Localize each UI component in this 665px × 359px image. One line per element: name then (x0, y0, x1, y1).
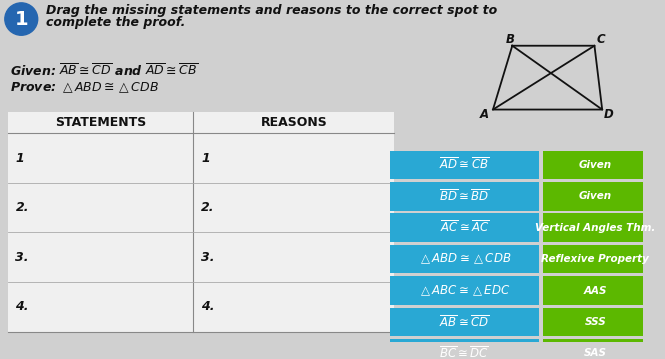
FancyBboxPatch shape (390, 150, 539, 179)
Text: 3.: 3. (201, 251, 215, 264)
FancyBboxPatch shape (543, 150, 648, 179)
Text: Reflexive Property: Reflexive Property (541, 254, 649, 264)
Text: 3.: 3. (15, 251, 29, 264)
FancyBboxPatch shape (390, 339, 539, 359)
Text: $\overline{BC} \cong \overline{DC}$: $\overline{BC} \cong \overline{DC}$ (440, 346, 489, 359)
Text: 1: 1 (15, 151, 24, 165)
FancyBboxPatch shape (390, 276, 539, 305)
Text: $\overline{AD} \cong \overline{CB}$: $\overline{AD} \cong \overline{CB}$ (440, 157, 489, 173)
Text: 1: 1 (15, 10, 28, 29)
FancyBboxPatch shape (543, 276, 648, 305)
Text: $\triangle ABD \cong \triangle CDB$: $\triangle ABD \cong \triangle CDB$ (418, 252, 511, 266)
Text: A: A (479, 108, 489, 121)
FancyBboxPatch shape (390, 182, 539, 210)
Text: STATEMENTS: STATEMENTS (55, 116, 146, 129)
Text: $\overline{BD} \cong \overline{BD}$: $\overline{BD} \cong \overline{BD}$ (439, 188, 489, 204)
Text: AAS: AAS (584, 285, 607, 295)
FancyBboxPatch shape (390, 213, 539, 242)
Text: 1: 1 (201, 151, 209, 165)
Text: C: C (597, 33, 606, 46)
Text: Vertical Angles Thm.: Vertical Angles Thm. (535, 223, 656, 233)
Text: 2.: 2. (15, 201, 29, 214)
Text: Given: Given (579, 160, 612, 170)
FancyBboxPatch shape (543, 213, 648, 242)
Text: SSS: SSS (585, 317, 606, 327)
Circle shape (5, 3, 38, 35)
Text: D: D (604, 108, 614, 121)
FancyBboxPatch shape (543, 245, 648, 274)
Text: REASONS: REASONS (261, 116, 327, 129)
Text: Drag the missing statements and reasons to the correct spot to: Drag the missing statements and reasons … (47, 4, 497, 17)
Text: 4.: 4. (15, 300, 29, 313)
FancyBboxPatch shape (543, 182, 648, 210)
Text: B: B (506, 33, 515, 46)
FancyBboxPatch shape (543, 339, 648, 359)
Text: $\overline{AC} \cong \overline{AC}$: $\overline{AC} \cong \overline{AC}$ (440, 220, 489, 236)
Text: complete the proof.: complete the proof. (47, 17, 186, 29)
Text: Prove: $\triangle ABD \cong \triangle CDB$: Prove: $\triangle ABD \cong \triangle CD… (10, 80, 159, 95)
Text: $\overline{AB} \cong \overline{CD}$: $\overline{AB} \cong \overline{CD}$ (440, 314, 489, 330)
Text: SAS: SAS (584, 349, 607, 358)
FancyBboxPatch shape (390, 308, 539, 336)
FancyBboxPatch shape (390, 245, 539, 274)
FancyBboxPatch shape (543, 308, 648, 336)
Text: 4.: 4. (201, 300, 215, 313)
FancyBboxPatch shape (8, 112, 394, 331)
Text: 2.: 2. (201, 201, 215, 214)
Text: Given: Given (579, 191, 612, 201)
Text: $\triangle ABC \cong \triangle EDC$: $\triangle ABC \cong \triangle EDC$ (418, 283, 511, 298)
Text: Given: $\overline{AB} \cong \overline{CD}$ and $\overline{AD} \cong \overline{CB: Given: $\overline{AB} \cong \overline{CD… (10, 64, 198, 79)
